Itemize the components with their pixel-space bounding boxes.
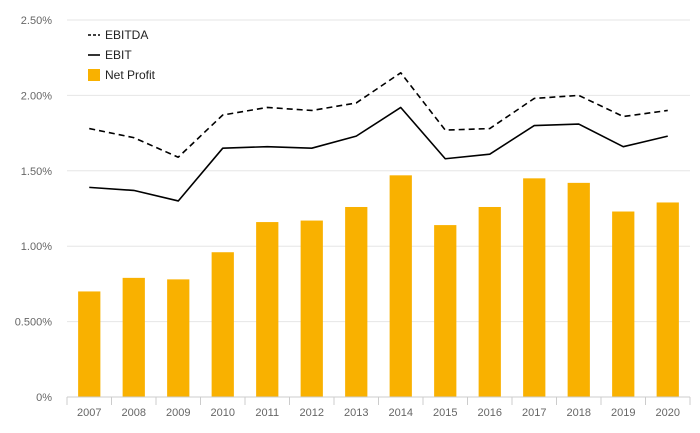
x-tick-label: 2013 xyxy=(344,407,368,419)
bar-net-profit xyxy=(656,202,679,397)
legend-label-ebitda: EBITDA xyxy=(105,28,148,42)
x-tick-label: 2010 xyxy=(211,407,235,419)
bar-net-profit xyxy=(78,291,101,397)
bar-net-profit xyxy=(122,277,145,397)
x-tick-label: 2014 xyxy=(389,407,413,419)
y-tick-label: 1.00% xyxy=(21,241,52,253)
axes: 0% 0.500% 1.00% 1.50% 2.00% 2.50% 2007 2008 2009… xyxy=(15,15,691,419)
x-tick-label: 2011 xyxy=(255,407,279,419)
x-tick-label: 2017 xyxy=(522,407,546,419)
bar-net-profit xyxy=(434,225,457,397)
bar-net-profit xyxy=(389,175,412,397)
bar-net-profit xyxy=(211,252,234,397)
legend-swatch-net-profit xyxy=(88,69,100,81)
legend: EBITDA EBIT Net Profit xyxy=(88,28,156,82)
y-tick-label: 1.50% xyxy=(21,166,52,178)
gridlines xyxy=(67,19,690,323)
legend-label-ebit: EBIT xyxy=(105,48,132,62)
x-tick-label: 2018 xyxy=(567,407,591,419)
x-tick-label: 2016 xyxy=(478,407,502,419)
y-tick-label: 0.500% xyxy=(15,317,53,329)
bar-net-profit xyxy=(300,220,323,397)
x-tick-label: 2020 xyxy=(656,407,680,419)
y-tick-label: 0% xyxy=(36,392,52,404)
bar-net-profit xyxy=(256,222,279,397)
bars xyxy=(78,175,679,397)
y-tick-label: 2.00% xyxy=(21,90,52,102)
bar-net-profit xyxy=(478,206,501,397)
bar-net-profit xyxy=(567,182,590,397)
x-tick-label: 2007 xyxy=(77,407,101,419)
x-tick-label: 2012 xyxy=(300,407,324,419)
line-ebitda xyxy=(89,71,668,159)
bar-net-profit xyxy=(523,178,546,397)
y-tick-label: 2.50% xyxy=(21,15,52,27)
bar-net-profit xyxy=(612,211,635,397)
lines xyxy=(89,71,668,202)
x-tick-label: 2019 xyxy=(611,407,635,419)
x-tick-label: 2008 xyxy=(122,407,146,419)
x-tick-label: 2015 xyxy=(433,407,457,419)
bar-net-profit xyxy=(345,206,368,397)
x-tick-label: 2009 xyxy=(166,407,190,419)
line-ebit xyxy=(89,106,668,202)
bar-net-profit xyxy=(167,279,190,397)
legend-label-net-profit: Net Profit xyxy=(105,68,156,82)
